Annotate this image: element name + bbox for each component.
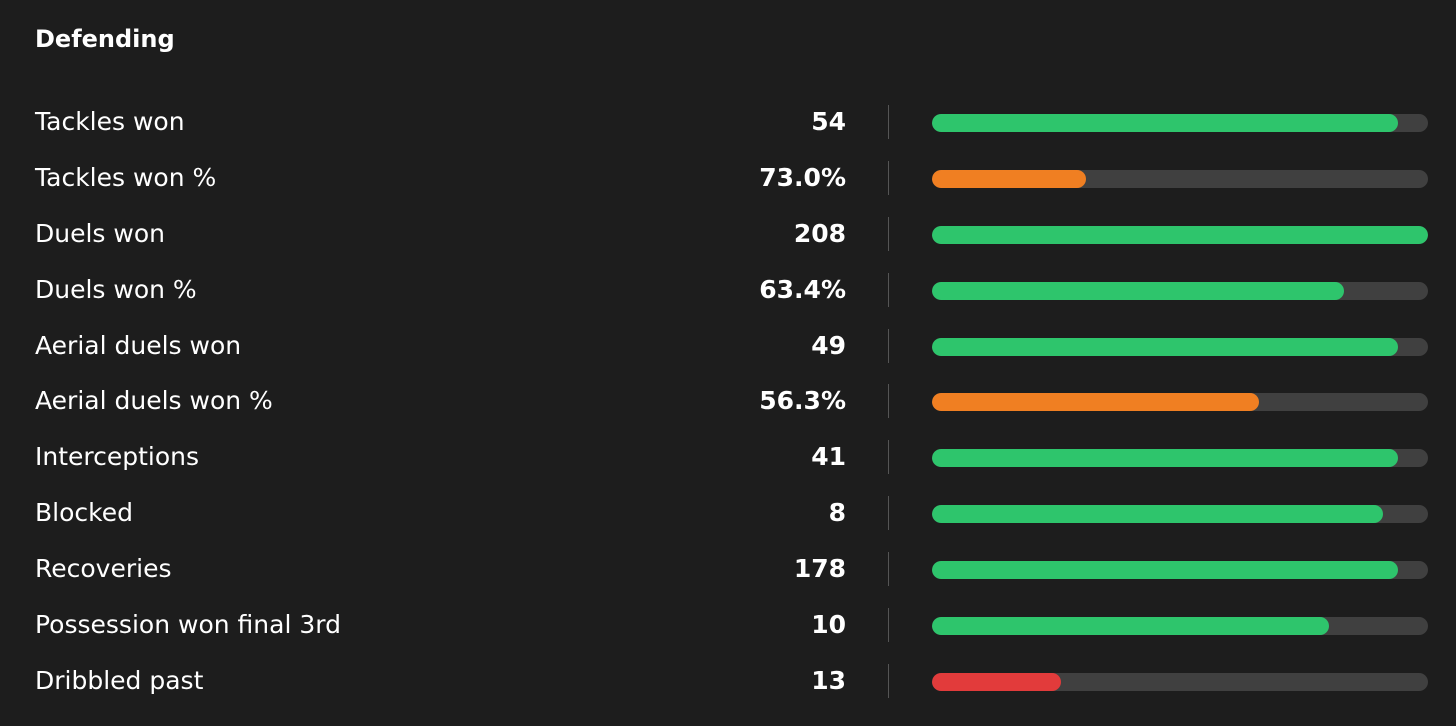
divider [888,328,889,363]
stat-value: 49 [811,330,846,360]
percentile-bar-track [932,505,1428,524]
stat-row-aerial-duels-won: Aerial duels won 49 [0,319,1456,375]
stat-row-aerial-duels-won-pct: Aerial duels won % 56.3% [0,374,1456,430]
percentile-bar-track [932,449,1428,468]
percentile-bar-fill [932,169,1086,188]
percentile-bar-track [932,225,1428,244]
stat-label: Aerial duels won [35,330,242,360]
stat-label: Blocked [35,498,133,528]
stat-label: Duels won [35,218,165,248]
stat-value: 10 [811,610,846,640]
divider [888,440,889,475]
percentile-bar-fill [932,114,1399,132]
stat-label: Aerial duels won % [35,386,273,416]
percentile-bar-fill [932,225,1428,244]
stat-row-interceptions: Interceptions 41 [0,430,1456,486]
stat-value: 13 [811,665,846,695]
stat-row-dribbled-past: Dribbled past 13 [0,654,1456,710]
stat-row-possession-won-final-3rd: Possession won final 3rd 10 [0,598,1456,654]
divider [888,552,889,587]
percentile-bar-track [932,337,1428,356]
stat-value: 8 [828,498,846,528]
stat-label: Tackles won [35,107,185,136]
divider [888,663,889,698]
divider [888,105,889,139]
stat-label: Possession won final 3rd [35,610,341,640]
percentile-bar-fill [932,337,1399,356]
divider [888,216,889,251]
stat-row-duels-won: Duels won 208 [0,207,1456,263]
percentile-bar-fill [932,281,1344,300]
percentile-bar-track [932,617,1428,636]
stat-value: 73.0% [759,162,846,192]
divider [888,272,889,307]
stat-label: Dribbled past [35,665,204,695]
percentile-bar-track [932,114,1428,132]
stat-label: Duels won % [35,274,197,304]
divider [888,496,889,531]
percentile-bar-fill [932,505,1384,524]
stat-row-tackles-won: Tackles won 54 [0,95,1456,151]
percentile-bar-track [932,393,1428,412]
stat-value: 63.4% [759,274,846,304]
divider [888,608,889,643]
stat-value: 54 [811,107,846,136]
stat-label: Recoveries [35,554,172,584]
percentile-bar-track [932,281,1428,300]
percentile-bar-fill [932,672,1061,691]
divider [888,384,889,419]
stat-value: 178 [793,554,846,584]
stat-label: Tackles won % [35,162,217,192]
percentile-bar-track [932,169,1428,188]
stat-label: Interceptions [35,442,200,472]
stat-row-blocked: Blocked 8 [0,486,1456,542]
percentile-bar-fill [932,617,1329,636]
percentile-bar-track [932,561,1428,580]
stats-list: Tackles won 54 Tackles won % 73.0% Duels… [0,95,1456,710]
divider [888,160,889,195]
percentile-bar-track [932,672,1428,691]
percentile-bar-fill [932,393,1260,412]
stat-row-tackles-won-pct: Tackles won % 73.0% [0,151,1456,207]
stat-value: 208 [793,218,846,248]
stat-row-duels-won-pct: Duels won % 63.4% [0,263,1456,319]
stat-value: 41 [811,442,846,472]
percentile-bar-fill [932,449,1399,468]
stat-value: 56.3% [759,386,846,416]
stat-row-recoveries: Recoveries 178 [0,542,1456,598]
section-title: Defending [35,25,175,53]
percentile-bar-fill [932,561,1399,580]
